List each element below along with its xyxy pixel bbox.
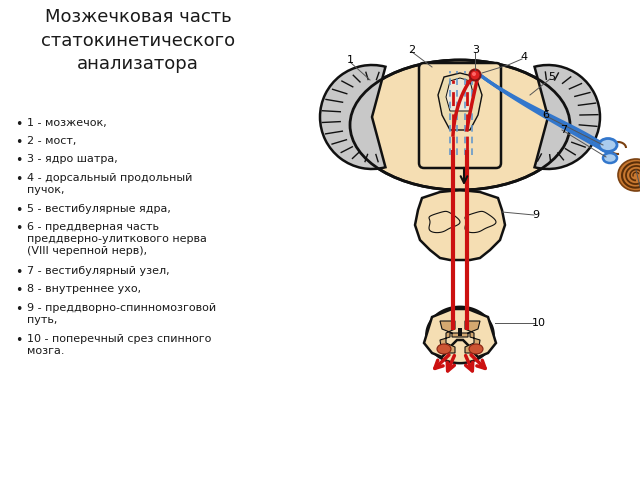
Text: 4: 4 (520, 52, 527, 62)
Text: •: • (15, 204, 22, 217)
Text: •: • (15, 173, 22, 186)
Text: 1 - мозжечок,: 1 - мозжечок, (27, 118, 107, 128)
Text: 7 - вестибулярный узел,: 7 - вестибулярный узел, (27, 266, 170, 276)
Text: 10: 10 (532, 318, 546, 328)
Bar (458, 328, 462, 336)
Ellipse shape (469, 344, 483, 354)
Text: •: • (15, 222, 22, 235)
Ellipse shape (599, 139, 617, 152)
Circle shape (470, 70, 481, 81)
Polygon shape (438, 73, 482, 130)
Ellipse shape (618, 159, 640, 191)
Wedge shape (534, 65, 600, 169)
Ellipse shape (603, 153, 617, 163)
Text: 6: 6 (542, 110, 549, 120)
Text: мозга.: мозга. (27, 346, 65, 356)
Text: •: • (15, 284, 22, 298)
Text: 1: 1 (347, 55, 354, 65)
Ellipse shape (437, 344, 451, 354)
FancyBboxPatch shape (419, 63, 501, 168)
Text: 10 - поперечный срез спинного: 10 - поперечный срез спинного (27, 334, 211, 344)
Text: 3 - ядро шатра,: 3 - ядро шатра, (27, 155, 118, 164)
Polygon shape (424, 309, 496, 357)
Text: 7: 7 (560, 125, 567, 135)
Text: •: • (15, 136, 22, 149)
Ellipse shape (350, 60, 570, 190)
Text: •: • (15, 155, 22, 168)
Text: преддверно-улиткового нерва: преддверно-улиткового нерва (27, 234, 207, 244)
Text: путь,: путь, (27, 314, 58, 324)
Text: 6 - преддверная часть: 6 - преддверная часть (27, 222, 159, 232)
Text: 9 - преддворно-спинномозговой: 9 - преддворно-спинномозговой (27, 302, 216, 312)
Polygon shape (415, 190, 505, 260)
Text: 2 - мост,: 2 - мост, (27, 136, 76, 146)
Polygon shape (440, 321, 480, 353)
Text: •: • (15, 302, 22, 316)
Text: (VIII черепной нерв),: (VIII черепной нерв), (27, 246, 147, 256)
Text: пучок,: пучок, (27, 185, 65, 194)
Text: 3: 3 (472, 45, 479, 55)
Text: 5 - вестибулярные ядра,: 5 - вестибулярные ядра, (27, 204, 171, 214)
Circle shape (472, 72, 476, 76)
Text: 9: 9 (532, 210, 539, 220)
Wedge shape (320, 65, 385, 169)
Text: 8 - внутреннее ухо,: 8 - внутреннее ухо, (27, 284, 141, 294)
Polygon shape (426, 307, 493, 363)
Text: •: • (15, 266, 22, 279)
Text: 5: 5 (548, 72, 555, 82)
Polygon shape (446, 78, 474, 111)
Text: •: • (15, 118, 22, 131)
Text: Мозжечковая часть
статокинетического
анализатора: Мозжечковая часть статокинетического ана… (41, 8, 235, 73)
Text: 2: 2 (408, 45, 415, 55)
Text: 4 - дорсальный продольный: 4 - дорсальный продольный (27, 173, 193, 182)
Text: •: • (15, 334, 22, 347)
